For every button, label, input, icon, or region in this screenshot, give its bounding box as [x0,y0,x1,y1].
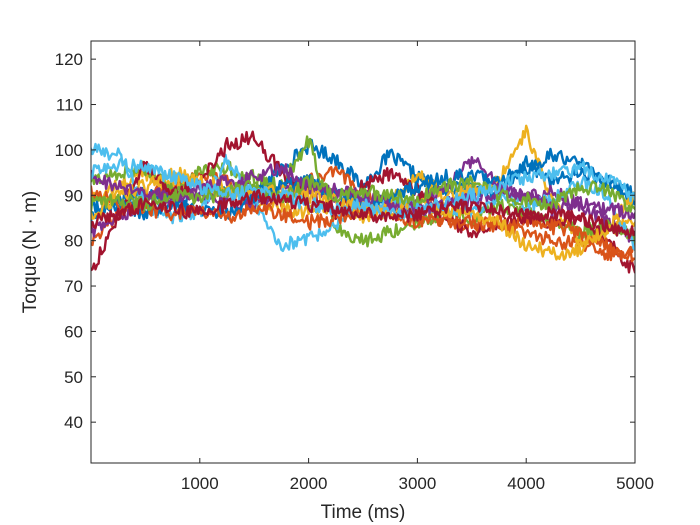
series-layer [91,124,635,274]
y-tick-label: 50 [64,368,83,387]
y-tick-label: 40 [64,413,83,432]
y-tick-label: 100 [55,141,83,160]
y-tick-label: 110 [56,96,83,115]
y-tick-label: 80 [64,232,83,251]
series-line-12 [91,174,635,213]
x-axis-label: Time (ms) [321,502,406,523]
x-tick-label: 1000 [181,474,219,493]
x-tick-label: 3000 [398,474,436,493]
y-axis-label: Torque (N · m) [20,191,41,313]
y-tick-label: 90 [64,186,83,205]
series-line-14 [91,188,635,240]
plot-frame [90,40,636,464]
series-line-13 [91,157,635,220]
x-tick-label: 5000 [616,474,654,493]
x-tick-label: 4000 [507,474,545,493]
x-tick-label: 2000 [290,474,328,493]
y-tick-label: 70 [64,277,83,296]
y-tick-label: 120 [55,50,83,69]
tick-layer: 1000 2000 3000 4000 5000 40 50 60 70 80 90 100 110 12… [55,41,654,493]
y-tick-label: 60 [64,322,83,341]
